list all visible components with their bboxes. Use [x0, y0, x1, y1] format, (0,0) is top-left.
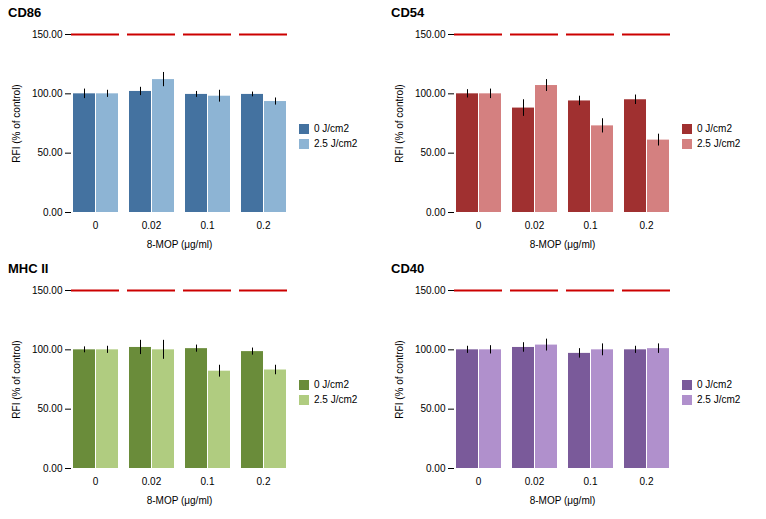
- svg-text:50.00: 50.00: [420, 403, 445, 414]
- svg-text:8-MOP (μg/ml): 8-MOP (μg/ml): [147, 239, 213, 250]
- svg-text:150.00: 150.00: [415, 29, 446, 40]
- svg-text:0: 0: [93, 220, 99, 231]
- html-text:2.5 J/cm2: 2.5 J/cm2: [314, 138, 358, 149]
- svg-text:50.00: 50.00: [37, 147, 62, 158]
- svg-text:150.00: 150.00: [32, 285, 63, 296]
- html-text:MHC II: MHC II: [8, 261, 49, 276]
- svg-text:50.00: 50.00: [37, 403, 62, 414]
- svg-text:100.00: 100.00: [32, 344, 63, 355]
- html-text:2.5 J/cm2: 2.5 J/cm2: [314, 394, 358, 405]
- html-text:CD86: CD86: [8, 5, 42, 20]
- html-text:0 J/cm2: 0 J/cm2: [314, 379, 349, 390]
- svg-text:0.2: 0.2: [257, 476, 271, 487]
- svg-text:100.00: 100.00: [415, 88, 446, 99]
- html-text:0 J/cm2: 0 J/cm2: [697, 379, 732, 390]
- svg-text:0.02: 0.02: [142, 220, 162, 231]
- svg-text:0.1: 0.1: [201, 476, 215, 487]
- svg-text:0.00: 0.00: [43, 463, 63, 474]
- svg-text:0: 0: [476, 476, 482, 487]
- html-text:CD54: CD54: [391, 5, 425, 20]
- svg-text:0.02: 0.02: [142, 476, 162, 487]
- svg-text:100.00: 100.00: [32, 88, 63, 99]
- svg-text:RFI (% of control): RFI (% of control): [11, 84, 22, 162]
- svg-text:8-MOP (μg/ml): 8-MOP (μg/ml): [530, 239, 596, 250]
- svg-text:0.02: 0.02: [525, 220, 545, 231]
- svg-text:0.02: 0.02: [525, 476, 545, 487]
- svg-text:0.00: 0.00: [426, 463, 446, 474]
- svg-text:100.00: 100.00: [415, 344, 446, 355]
- svg-text:8-MOP (μg/ml): 8-MOP (μg/ml): [147, 495, 213, 506]
- html-text:2.5 J/cm2: 2.5 J/cm2: [697, 394, 741, 405]
- svg-text:0.00: 0.00: [426, 207, 446, 218]
- svg-text:50.00: 50.00: [420, 147, 445, 158]
- html-text:0 J/cm2: 0 J/cm2: [314, 123, 349, 134]
- svg-text:0.1: 0.1: [584, 220, 598, 231]
- html-text:2.5 J/cm2: 2.5 J/cm2: [697, 138, 741, 149]
- svg-text:RFI (% of control): RFI (% of control): [394, 340, 405, 418]
- svg-text:0.1: 0.1: [201, 220, 215, 231]
- svg-text:0.2: 0.2: [257, 220, 271, 231]
- svg-text:0: 0: [93, 476, 99, 487]
- svg-text:8-MOP (μg/ml): 8-MOP (μg/ml): [530, 495, 596, 506]
- svg-text:0.1: 0.1: [584, 476, 598, 487]
- svg-text:0.00: 0.00: [43, 207, 63, 218]
- svg-text:150.00: 150.00: [415, 285, 446, 296]
- html-text:CD40: CD40: [391, 261, 425, 276]
- svg-text:0: 0: [476, 220, 482, 231]
- html-text:0 J/cm2: 0 J/cm2: [697, 123, 732, 134]
- svg-text:RFI (% of control): RFI (% of control): [394, 84, 405, 162]
- svg-text:0.2: 0.2: [640, 476, 654, 487]
- svg-text:RFI (% of control): RFI (% of control): [11, 340, 22, 418]
- svg-text:150.00: 150.00: [32, 29, 63, 40]
- svg-text:0.2: 0.2: [640, 220, 654, 231]
